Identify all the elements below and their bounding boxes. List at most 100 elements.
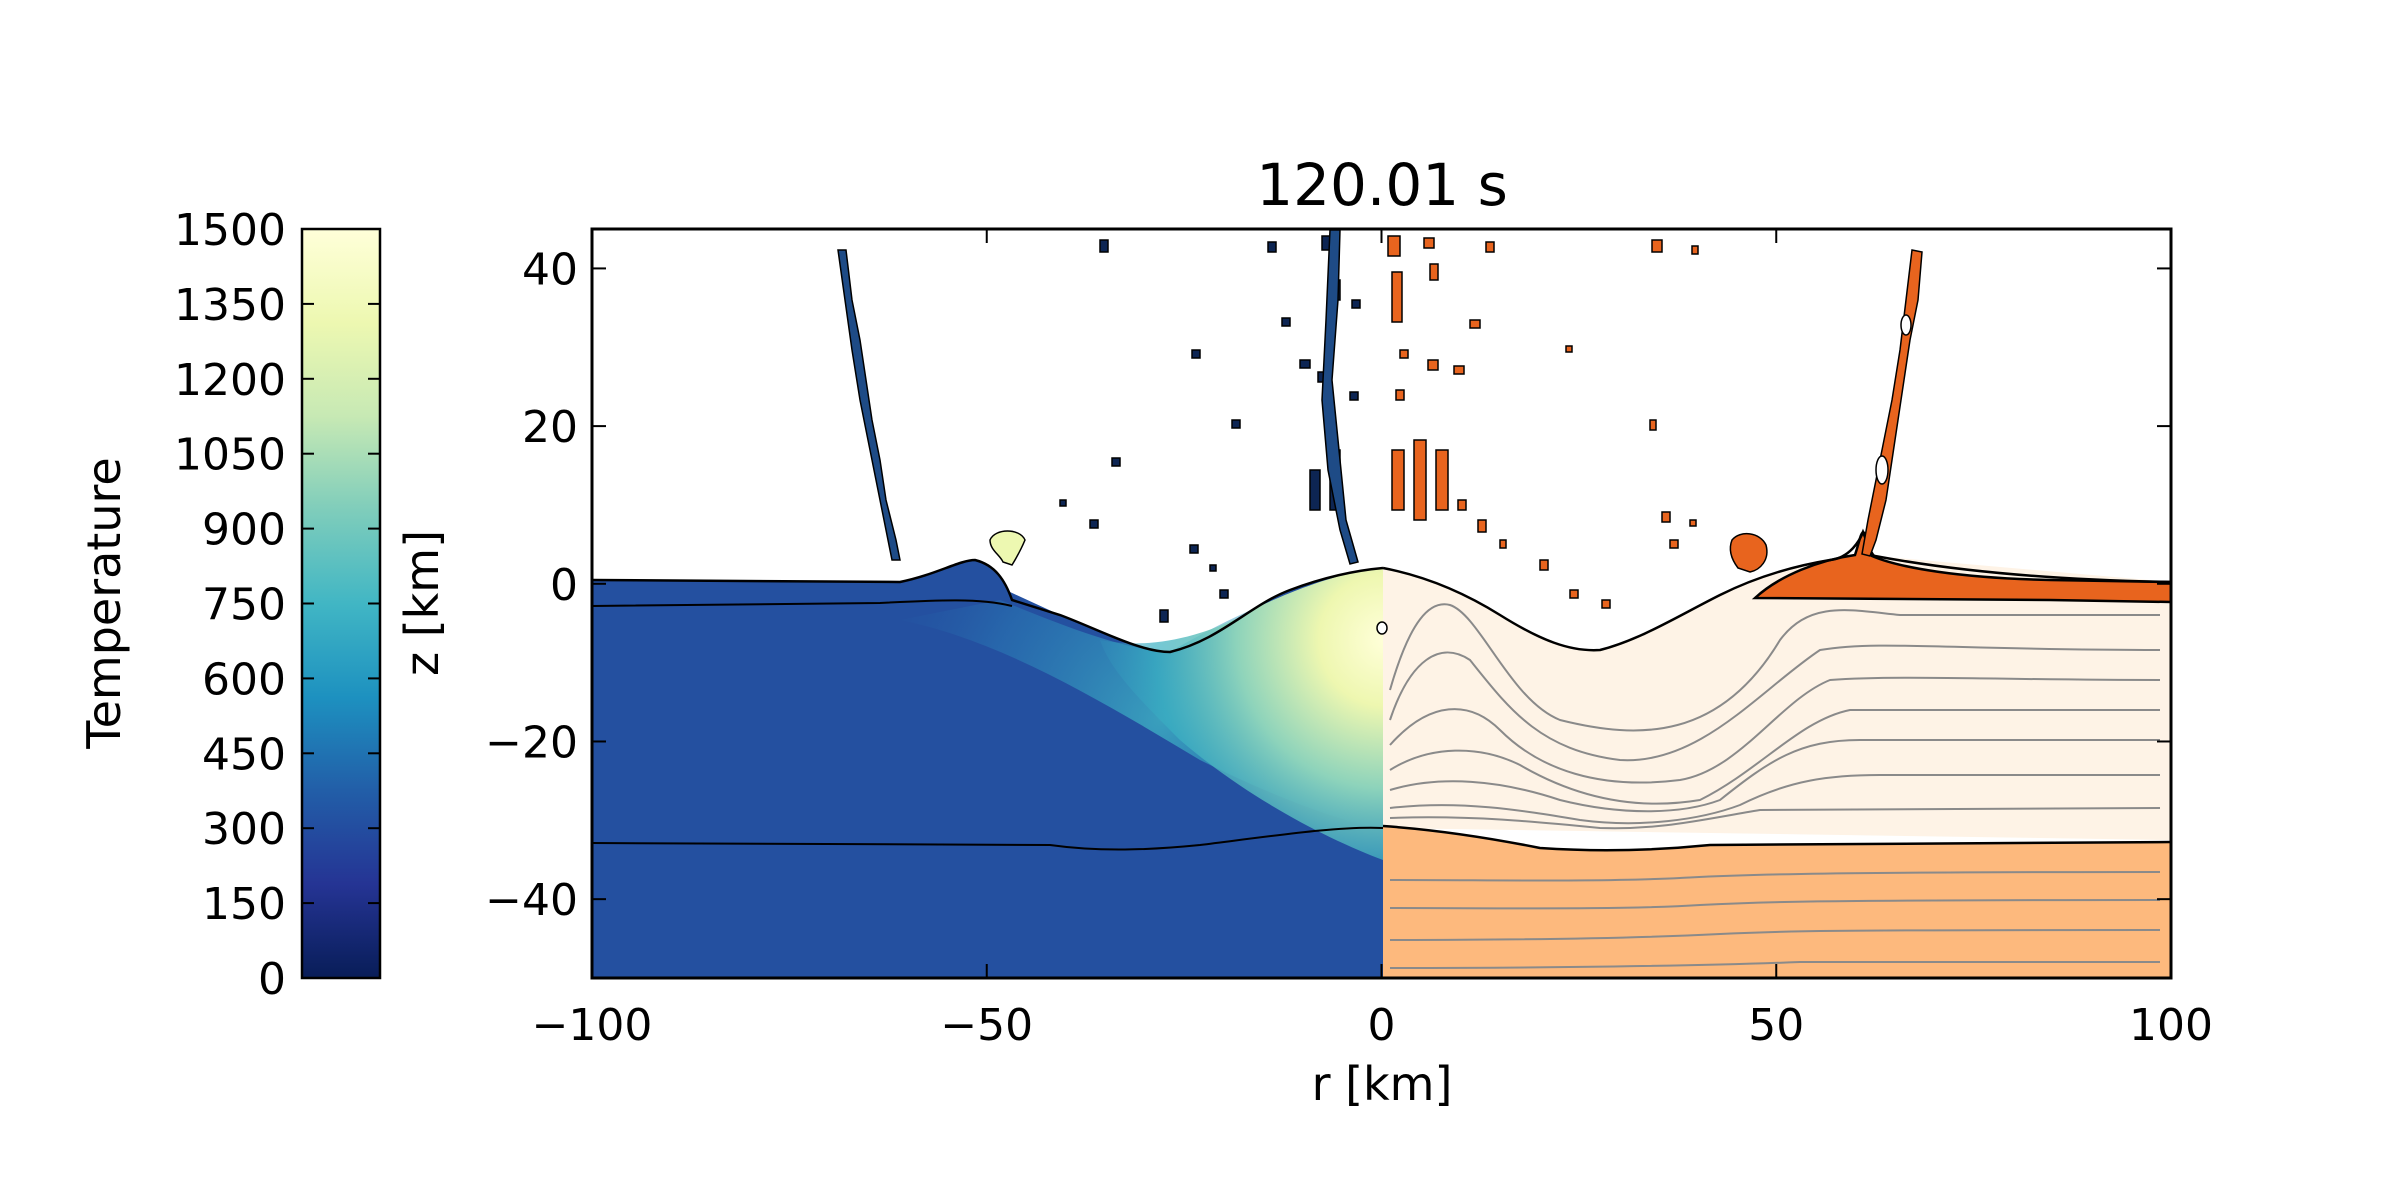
y-tick-label: −40: [485, 875, 578, 926]
ejecta-fragment: [1387, 235, 1401, 257]
colorbar-tick-label: 1350: [174, 280, 286, 331]
x-tick-label: −50: [940, 1000, 1033, 1051]
ejecta-fragment: [1089, 519, 1099, 529]
ejecta-blob: [1900, 314, 1912, 336]
ejecta-fragment: [1309, 469, 1321, 511]
streamline: [1389, 871, 2161, 882]
streamline: [1389, 676, 2161, 784]
y-axis-label: z [km]: [395, 530, 449, 676]
ejecta-fragment: [1191, 349, 1201, 359]
ejecta-blob: [1376, 621, 1388, 635]
ejecta-fragment: [1351, 299, 1361, 309]
ejecta-fragment: [1281, 317, 1291, 327]
ejecta-fragment: [1299, 359, 1311, 369]
streamline: [1389, 739, 2160, 813]
streamline: [1389, 961, 2160, 969]
material-layer-boundary: [1382, 824, 2171, 852]
x-tick-label: 100: [2129, 1000, 2213, 1051]
material-upper-layer: [1383, 556, 2171, 840]
temperature-contour-lower: [592, 826, 1384, 851]
colorbar-tick-label: 1200: [174, 355, 286, 406]
streamline: [1389, 774, 2160, 825]
colorbar-tick-label: 300: [202, 804, 286, 855]
streamline: [1389, 603, 2160, 732]
colorbar-tick-label: 900: [202, 505, 286, 556]
colorbar-tick-label: 600: [202, 654, 286, 705]
y-tick-label: 0: [550, 560, 578, 611]
ejecta-fragment: [1457, 499, 1467, 511]
x-axis-label: r [km]: [1312, 1057, 1453, 1111]
colorbar-label: Temperature: [77, 457, 131, 749]
ejecta-fragment: [1429, 263, 1439, 281]
ejecta-fragment: [1689, 519, 1697, 527]
ejecta-fragment: [1413, 439, 1427, 521]
temperature-hot-core: [1100, 568, 1383, 860]
ejecta-fragment: [1209, 564, 1217, 572]
ejecta-left: [837, 229, 1361, 623]
ejecta-fragment: [1569, 589, 1579, 599]
ejecta-fragment: [1499, 539, 1507, 549]
ejecta-fragment: [1423, 237, 1435, 249]
ejecta-blob: [1875, 455, 1889, 485]
ejecta-fragment: [1469, 319, 1481, 329]
ejecta-right: [1376, 235, 1923, 635]
ejecta-fragment: [1565, 345, 1573, 353]
ejecta-fragment: [1539, 559, 1549, 571]
ejecta-fragment: [1219, 589, 1229, 599]
colorbar-tick-label: 450: [202, 729, 286, 780]
colorbar-tick-label: 150: [202, 879, 286, 930]
streamline: [1389, 929, 2161, 941]
y-tick-label: −20: [485, 717, 578, 768]
ejecta-fragment: [1435, 449, 1449, 511]
ejecta-fragment: [1601, 599, 1611, 609]
streamline: [1389, 644, 2161, 762]
temperature-contour-upper: [592, 599, 1013, 607]
ejecta-fragment: [1349, 391, 1359, 401]
colorbar-tick-label: 1050: [174, 430, 286, 481]
ejecta-fragment: [1159, 609, 1169, 623]
colorbar-tick-label: 750: [202, 580, 286, 631]
colorbar-tick-label: 1500: [174, 205, 286, 256]
colorbar-ticks: 0 150 300 450 600 750 900 1050 1200 1350 1500: [174, 205, 380, 1005]
ejecta-fragment: [1111, 457, 1121, 467]
ejecta-fragment: [1477, 519, 1487, 533]
ejecta-fragment: [1189, 544, 1199, 554]
ejecta-fragment: [1395, 389, 1405, 401]
x-tick-label: 0: [1368, 1000, 1396, 1051]
material-surface-line: [1382, 528, 2171, 652]
ejecta-fragment: [1391, 449, 1405, 511]
colorbar-tick-label: 0: [258, 954, 286, 1005]
ejecta-fragment: [1485, 241, 1495, 253]
y-axis-ticks: −40 −20 0 20 40: [485, 244, 2171, 926]
ejecta-fragment: [1267, 241, 1277, 253]
ejecta-plume-left: [989, 530, 1026, 566]
ejecta-fragment: [1649, 419, 1657, 431]
ejecta-fragment: [1427, 359, 1439, 371]
ejecta-plume-right: [1729, 533, 1768, 573]
streamline: [1389, 709, 2160, 805]
streamlines: [1389, 603, 2161, 969]
ejecta-fragment: [1453, 365, 1465, 375]
ejecta-fragment: [1391, 271, 1403, 323]
y-tick-label: 40: [522, 244, 578, 295]
ejecta-curtain-left: [837, 249, 901, 561]
ejecta-column-left: [1321, 229, 1359, 565]
ejecta-fragment: [1399, 349, 1409, 359]
streamline: [1389, 899, 2161, 910]
plot-area: [592, 229, 2171, 978]
y-tick-label: 20: [522, 402, 578, 453]
ejecta-fragment: [1651, 239, 1663, 253]
material-top-layer: [1751, 530, 2171, 604]
ejecta-fragment: [1669, 539, 1679, 549]
ejecta-fragment: [1691, 245, 1699, 255]
chart-title: 120.01 s: [1256, 151, 1508, 219]
ejecta-fragment: [1661, 511, 1671, 523]
x-axis-ticks: −100 −50 0 50 100: [532, 229, 2213, 1051]
temperature-surface-line: [592, 558, 1384, 654]
ejecta-fragment: [1099, 239, 1109, 253]
x-tick-label: −100: [532, 1000, 653, 1051]
ejecta-fragment: [1059, 499, 1067, 507]
ejecta-fragment: [1231, 419, 1241, 429]
